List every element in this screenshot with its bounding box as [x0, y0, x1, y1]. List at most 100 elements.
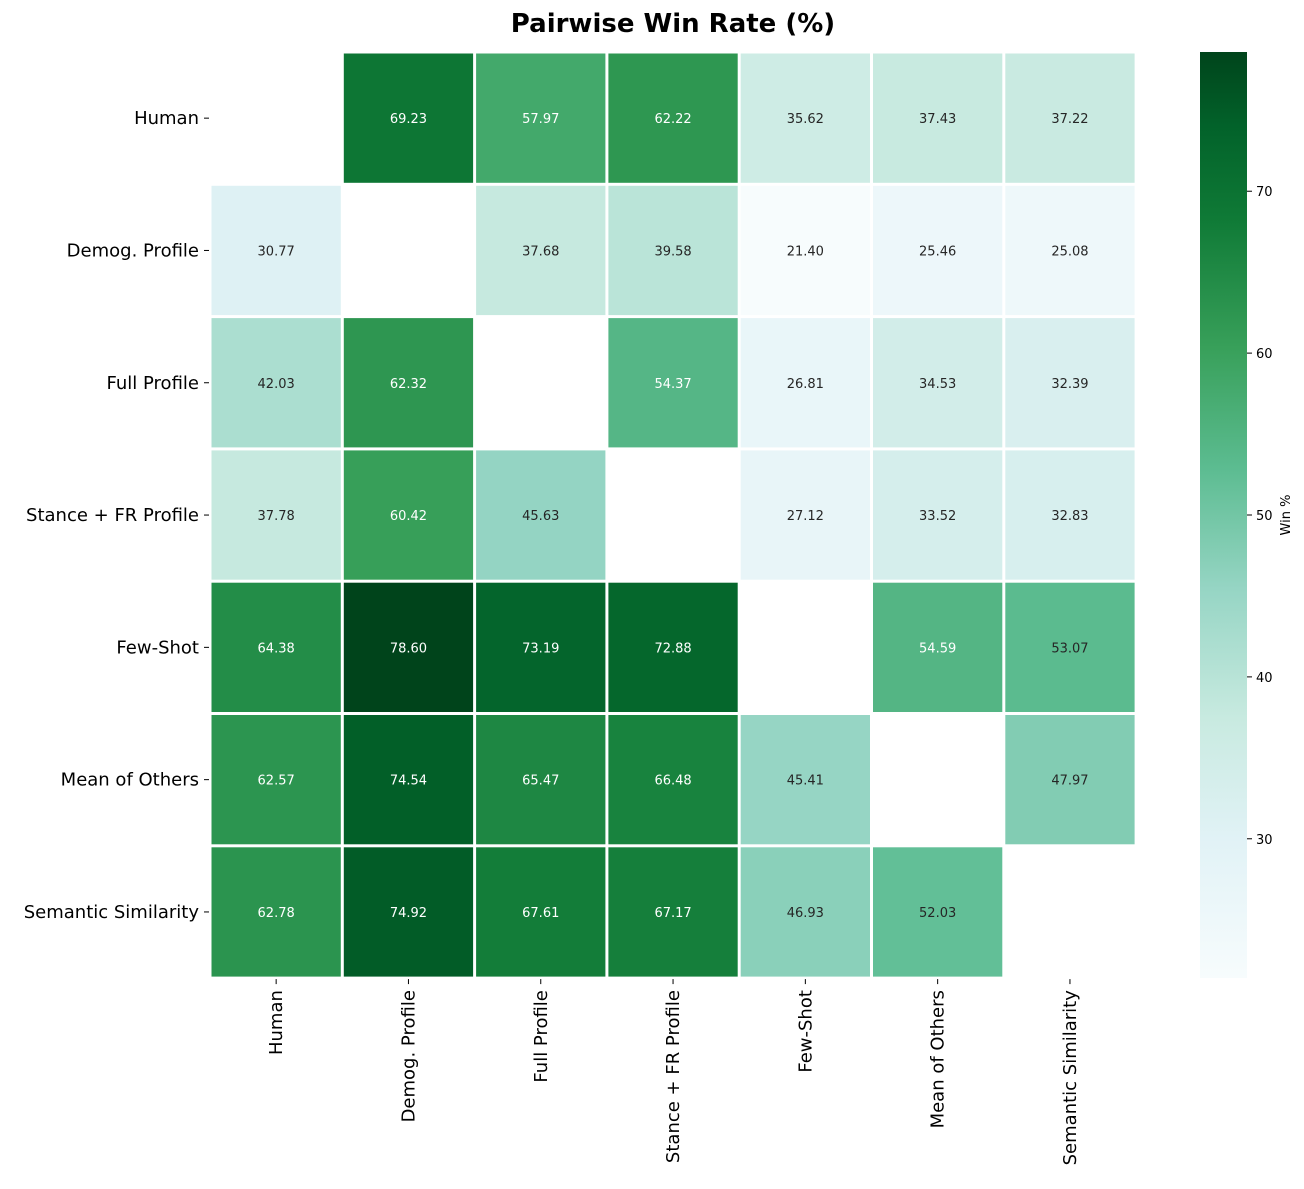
row-label: Human [134, 108, 199, 129]
cell-value-label: 64.38 [258, 641, 295, 656]
cell-value-label: 26.81 [787, 377, 824, 392]
heatmap-cell [873, 450, 1003, 580]
colorbar-tick-label: 70 [1256, 185, 1273, 200]
column-labels: Human Demog. Profile Full Profile Stance + … [266, 979, 1081, 1165]
cell-value-label: 35.62 [787, 112, 824, 127]
heatmap-cell [608, 53, 738, 183]
heatmap-cell [608, 847, 738, 977]
colorbar-tick-label: 30 [1256, 833, 1273, 848]
heatmap-cell [873, 185, 1003, 316]
heatmap-cell [740, 185, 870, 316]
cell-value-label: 42.03 [258, 377, 295, 392]
row-label: Full Profile [107, 373, 199, 394]
column-label: Human [266, 990, 287, 1055]
row-label: Demog. Profile [67, 240, 199, 261]
cell-value-label: 47.97 [1051, 774, 1088, 789]
column-label: Few-Shot [795, 990, 816, 1073]
heatmap-cell [476, 450, 606, 580]
cell-value-label: 62.78 [258, 906, 295, 921]
cell-value-label: 34.53 [919, 377, 956, 392]
column-label: Mean of Others [928, 990, 949, 1128]
heatmap-cell [476, 185, 606, 316]
cell-value-label: 32.39 [1051, 377, 1088, 392]
cell-value-label: 65.47 [522, 774, 559, 789]
heatmap-cell [873, 53, 1003, 183]
cell-value-label: 30.77 [258, 244, 295, 259]
row-label: Mean of Others [61, 770, 199, 791]
column-label: Semantic Similarity [1060, 990, 1081, 1166]
cell-value-label: 69.23 [390, 112, 427, 127]
cell-value-label: 78.60 [390, 641, 427, 656]
heatmap-cell [1005, 318, 1135, 448]
cell-value-label: 45.63 [522, 509, 559, 524]
cell-value-label: 21.40 [787, 244, 824, 259]
heatmap-cell [343, 715, 474, 845]
heatmap-cells: 69.23 57.97 62.22 35.62 37.43 37.22 30.77 37.68… [211, 53, 1135, 977]
heatmap-cell [873, 847, 1003, 977]
heatmap-cell [1005, 715, 1135, 845]
cell-value-label: 37.78 [258, 509, 295, 524]
heatmap-cell [343, 318, 474, 448]
heatmap-cell [1005, 185, 1135, 316]
heatmap-cell [740, 847, 870, 977]
cell-value-label: 52.03 [919, 906, 956, 921]
colorbar [1200, 52, 1247, 978]
colorbar-tick-label: 40 [1256, 671, 1273, 686]
heatmap-cell [608, 185, 738, 316]
column-label: Stance + FR Profile [663, 990, 684, 1163]
heatmap-cell [343, 450, 474, 580]
heatmap-cell [740, 715, 870, 845]
cell-value-label: 57.97 [522, 112, 559, 127]
cell-value-label: 37.22 [1051, 112, 1088, 127]
row-labels: Human Demog. Profile Full Profile Stance + … [24, 108, 209, 923]
cell-value-label: 54.59 [919, 641, 956, 656]
heatmap-cell [873, 582, 1003, 712]
heatmap-cell [211, 450, 341, 580]
heatmap-cell [1005, 53, 1135, 183]
heatmap-cell [211, 185, 341, 316]
heatmap-cell [476, 847, 606, 977]
heatmap-cell [740, 450, 870, 580]
heatmap-cell [873, 318, 1003, 448]
colorbar-ticks: 30 40 50 60 70 [1247, 185, 1273, 848]
heatmap-cell [476, 582, 606, 712]
cell-value-label: 25.08 [1051, 244, 1088, 259]
cell-value-label: 62.57 [258, 774, 295, 789]
cell-value-label: 53.07 [1051, 641, 1088, 656]
heatmap-cell [608, 715, 738, 845]
heatmap-cell [211, 715, 341, 845]
row-label: Stance + FR Profile [26, 505, 199, 526]
colorbar-tick-label: 60 [1256, 347, 1273, 362]
heatmap-cell [740, 318, 870, 448]
cell-value-label: 39.58 [654, 244, 691, 259]
heatmap-cell [476, 715, 606, 845]
cell-value-label: 32.83 [1051, 509, 1088, 524]
heatmap-cell [343, 582, 474, 712]
cell-value-label: 54.37 [654, 377, 691, 392]
heatmap-cell [608, 318, 738, 448]
heatmap-cell [211, 318, 341, 448]
heatmap-cell [211, 582, 341, 712]
colorbar-label: Win % [1279, 495, 1294, 536]
heatmap-cell [343, 847, 474, 977]
heatmap-cell [476, 53, 606, 183]
heatmap-cell [1005, 582, 1135, 712]
cell-value-label: 46.93 [787, 906, 824, 921]
row-label: Semantic Similarity [24, 902, 200, 923]
column-label: Demog. Profile [398, 990, 419, 1122]
column-label: Full Profile [531, 990, 552, 1082]
heatmap-cell [1005, 450, 1135, 580]
cell-value-label: 73.19 [522, 641, 559, 656]
cell-value-label: 37.68 [522, 244, 559, 259]
cell-value-label: 67.17 [654, 906, 691, 921]
cell-value-label: 33.52 [919, 509, 956, 524]
cell-value-label: 25.46 [919, 244, 956, 259]
cell-value-label: 45.41 [787, 774, 824, 789]
colorbar-tick-label: 50 [1256, 509, 1273, 524]
cell-value-label: 74.54 [390, 774, 427, 789]
heatmap-cell [608, 582, 738, 712]
heatmap-cell [211, 847, 341, 977]
cell-value-label: 62.22 [654, 112, 691, 127]
cell-value-label: 66.48 [654, 774, 691, 789]
